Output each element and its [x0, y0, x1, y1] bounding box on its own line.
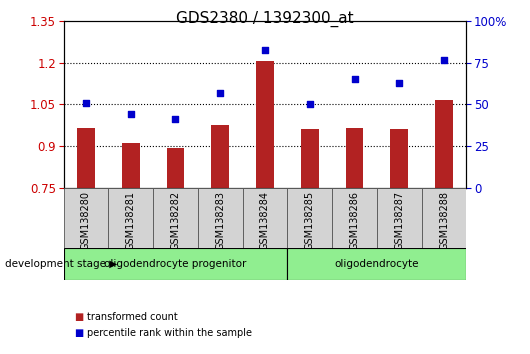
Text: GSM138283: GSM138283 [215, 190, 225, 250]
Text: GDS2380 / 1392300_at: GDS2380 / 1392300_at [176, 11, 354, 27]
Point [216, 90, 225, 96]
Point [395, 80, 403, 86]
Text: GSM138286: GSM138286 [349, 190, 359, 250]
Bar [332, 188, 377, 248]
Text: GSM138280: GSM138280 [81, 190, 91, 250]
Text: GSM138281: GSM138281 [126, 190, 136, 250]
Point [171, 116, 180, 122]
Point [82, 100, 90, 105]
Bar [211, 125, 229, 188]
Text: oligodendrocyte: oligodendrocyte [334, 259, 419, 269]
Point [350, 77, 359, 82]
Text: GSM138288: GSM138288 [439, 190, 449, 250]
Bar [64, 188, 108, 248]
Bar [122, 143, 140, 188]
Text: GSM138284: GSM138284 [260, 190, 270, 250]
Bar [301, 130, 319, 188]
Bar [166, 148, 184, 188]
Bar [287, 248, 466, 280]
Point [261, 47, 269, 52]
Point [127, 112, 135, 117]
Bar [377, 188, 422, 248]
Bar [153, 188, 198, 248]
Bar [108, 188, 153, 248]
Bar [64, 248, 287, 280]
Text: development stage ▶: development stage ▶ [5, 259, 118, 269]
Text: percentile rank within the sample: percentile rank within the sample [87, 328, 252, 338]
Text: oligodendrocyte progenitor: oligodendrocyte progenitor [104, 259, 246, 269]
Text: transformed count: transformed count [87, 312, 178, 322]
Text: GSM138282: GSM138282 [171, 190, 181, 250]
Bar [287, 188, 332, 248]
Bar [422, 188, 466, 248]
Text: GSM138287: GSM138287 [394, 190, 404, 250]
Text: ■: ■ [74, 312, 83, 322]
Bar [390, 129, 408, 188]
Bar [435, 100, 453, 188]
Point [305, 102, 314, 107]
Text: ■: ■ [74, 328, 83, 338]
Bar [346, 128, 364, 188]
Bar [77, 128, 95, 188]
Bar [243, 188, 287, 248]
Bar [198, 188, 243, 248]
Point [440, 57, 448, 62]
Bar [256, 62, 274, 188]
Text: GSM138285: GSM138285 [305, 190, 315, 250]
